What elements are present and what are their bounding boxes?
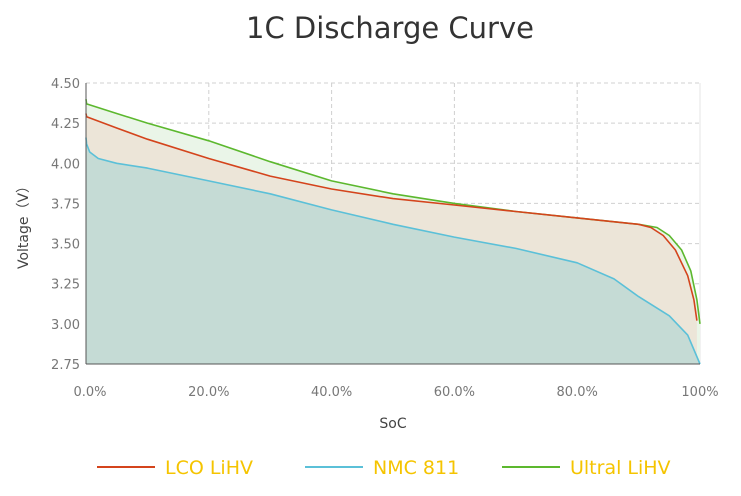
y-tick-labels: 2.75 3.00 3.25 3.50 3.75 4.00 4.25 4.50	[51, 77, 80, 373]
y-tick-label: 4.25	[51, 117, 80, 132]
y-tick-label: 4.50	[51, 77, 80, 92]
series-lines	[85, 99, 701, 365]
y-tick-label: 3.75	[51, 197, 80, 212]
x-tick-label: 20.0%	[188, 385, 229, 400]
legend-label: NMC 811	[373, 457, 459, 479]
x-tick-label: 60.0%	[434, 385, 475, 400]
line-nmc-811	[85, 137, 701, 365]
y-tick-label: 3.25	[51, 278, 80, 293]
y-axis-label: Voltage（V）	[16, 179, 32, 269]
axes	[85, 83, 700, 365]
series-areas	[86, 99, 700, 364]
area-nmc-811	[86, 137, 700, 364]
x-tick-label: 80.0%	[557, 385, 598, 400]
y-tick-label: 4.00	[51, 157, 80, 172]
legend: LCO LiHV NMC 811 Ultral LiHV	[97, 457, 671, 479]
y-tick-label: 3.00	[51, 318, 80, 333]
x-tick-labels: 0.0% 20.0% 40.0% 60.0% 80.0% 100%	[73, 385, 718, 400]
legend-label: Ultral LiHV	[570, 457, 671, 479]
line-lco-lihv	[85, 113, 698, 321]
y-tick-label: 2.75	[51, 358, 80, 373]
x-tick-label: 40.0%	[311, 385, 352, 400]
x-axis-label: SoC	[379, 416, 406, 432]
x-tick-label: 100%	[681, 385, 718, 400]
x-tick-label: 0.0%	[73, 385, 106, 400]
chart-title: 1C Discharge Curve	[246, 11, 534, 45]
legend-label: LCO LiHV	[165, 457, 253, 479]
y-tick-label: 3.50	[51, 238, 80, 253]
